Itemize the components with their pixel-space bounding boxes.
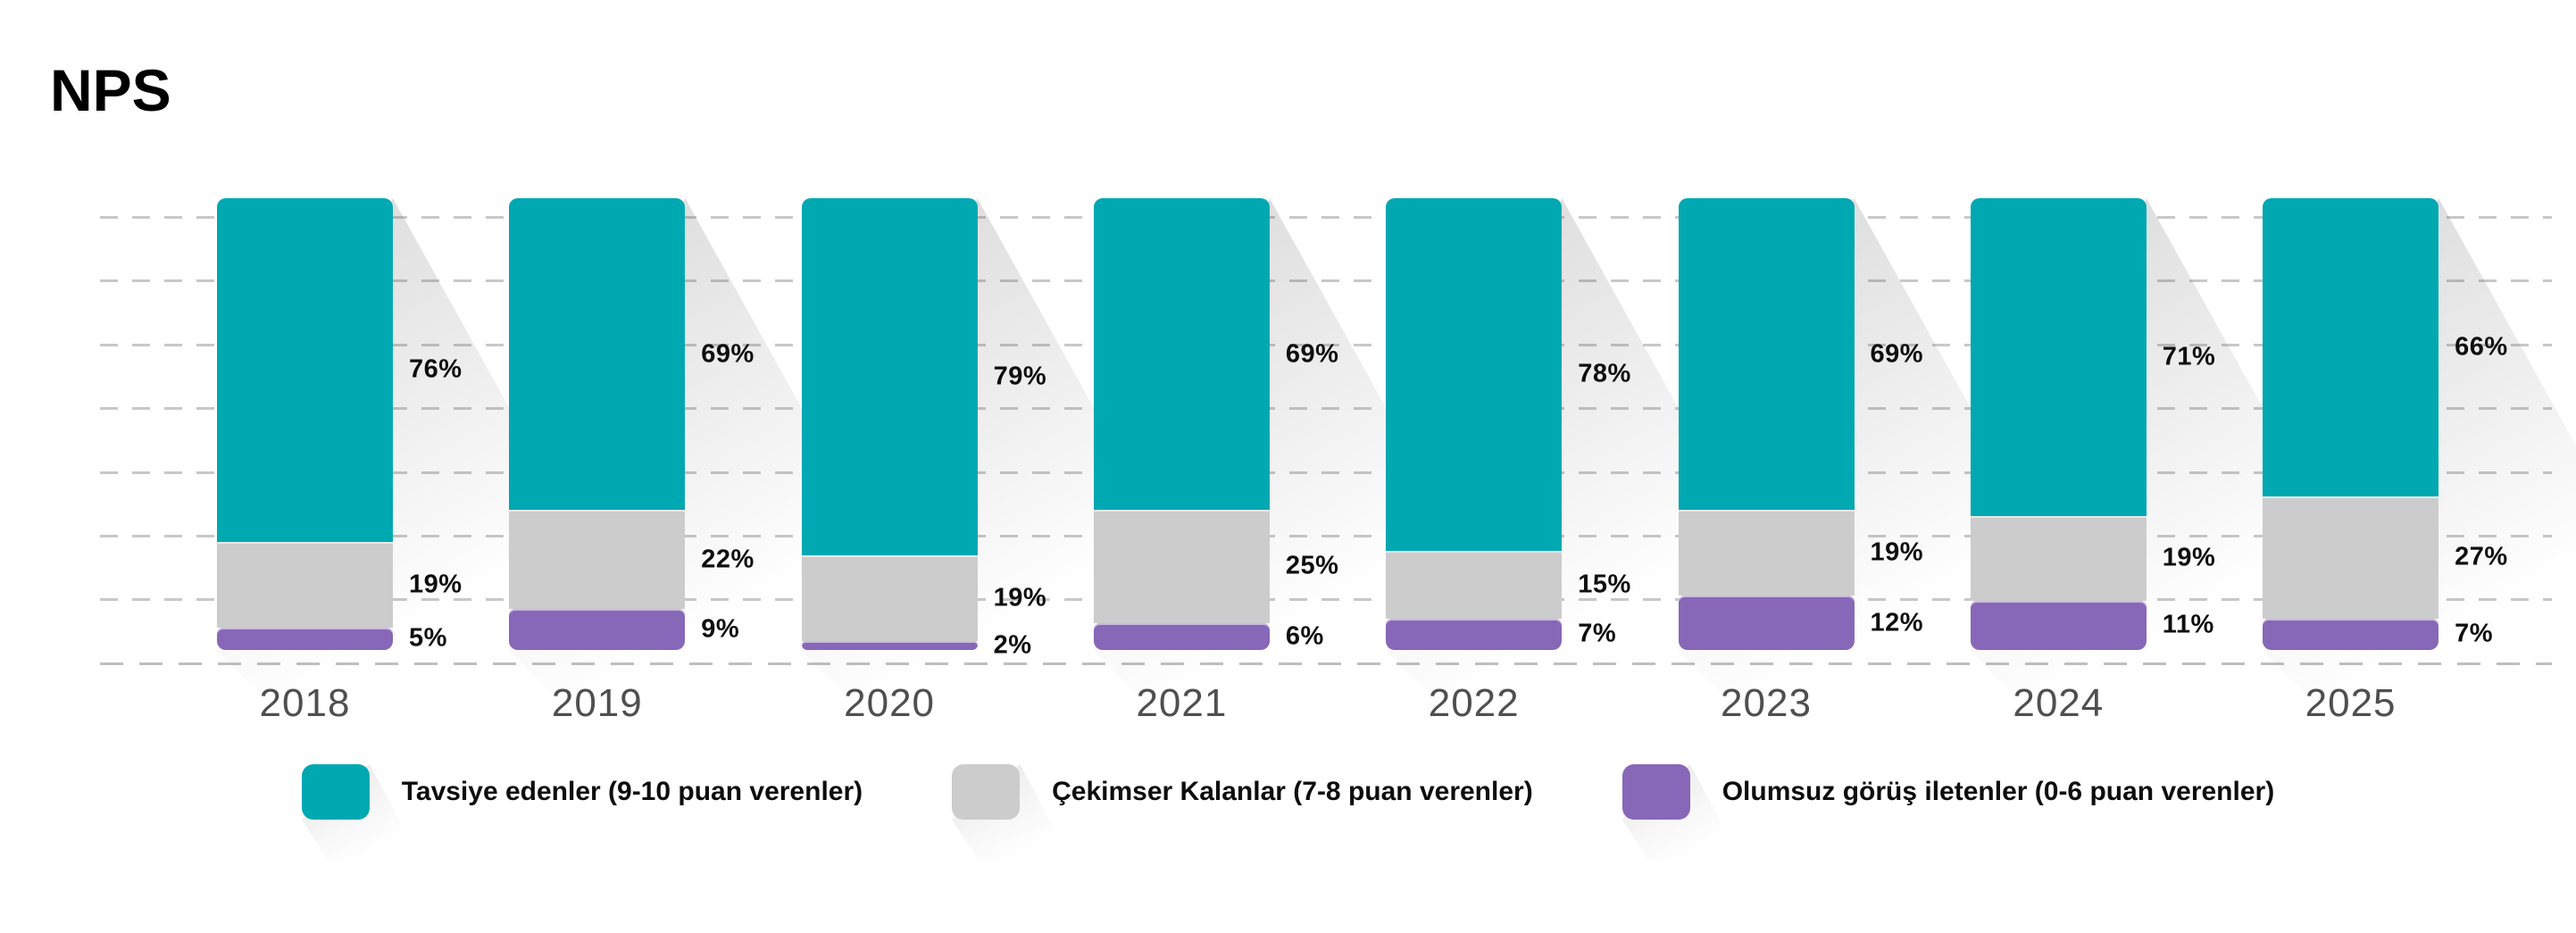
legend-item-promoters: Tavsiye edenler (9-10 puan verenler) (301, 764, 863, 861)
segment-promoters-2019 (509, 198, 686, 511)
segment-promoters-2022 (1386, 198, 1563, 551)
value-label-detractors-2021: 6% (1285, 621, 1324, 651)
segment-promoters-2021 (1093, 198, 1270, 511)
gridline-dashed (100, 598, 2552, 602)
legend-swatch-detractors (1621, 764, 1690, 820)
gridline-dashed (100, 216, 2552, 219)
segment-detractors-2023 (1678, 596, 1855, 650)
value-label-promoters-2019: 69% (701, 339, 754, 369)
x-axis-label-2023: 2023 (1721, 681, 1812, 725)
value-label-passives-2023: 19% (1870, 537, 1924, 567)
bar-2021 (1093, 198, 1270, 650)
value-label-promoters-2023: 69% (1870, 339, 1924, 369)
legend-swatch-wrap (1621, 764, 1742, 861)
value-label-detractors-2024: 11% (2162, 610, 2214, 639)
segment-promoters-2025 (2263, 198, 2439, 496)
legend-label-promoters: Tavsiye edenler (9-10 puan verenler) (401, 777, 863, 806)
legend-label-passives: Çekimser Kalanlar (7-8 puan verenler) (1052, 777, 1533, 806)
segment-passives-2020 (801, 554, 978, 641)
x-axis-line-dashed (100, 662, 2552, 665)
value-label-detractors-2023: 12% (1870, 608, 1924, 637)
value-label-detractors-2018: 5% (409, 623, 447, 653)
value-label-promoters-2018: 76% (409, 354, 463, 384)
legend-label-detractors: Olumsuz görüş iletenler (0-6 puan verenl… (1722, 777, 2275, 806)
bar-2022 (1386, 198, 1563, 650)
x-axis-label-2025: 2025 (2305, 681, 2397, 725)
value-label-passives-2018: 19% (409, 570, 463, 599)
segment-detractors-2020 (801, 640, 978, 650)
segment-promoters-2024 (1970, 198, 2147, 516)
x-axis-label-2021: 2021 (1136, 681, 1228, 725)
value-label-passives-2021: 25% (1285, 551, 1339, 580)
segment-detractors-2018 (217, 627, 393, 650)
x-axis-label-2019: 2019 (551, 681, 643, 725)
bar-2025 (2263, 198, 2439, 650)
value-label-promoters-2021: 69% (1285, 339, 1339, 369)
segment-passives-2021 (1093, 510, 1270, 623)
value-label-promoters-2020: 79% (993, 362, 1047, 391)
value-label-detractors-2020: 2% (993, 630, 1032, 660)
segment-detractors-2022 (1386, 618, 1563, 650)
segment-passives-2018 (217, 541, 393, 628)
segment-detractors-2025 (2263, 618, 2439, 650)
bar-2024 (1970, 198, 2147, 650)
segment-passives-2025 (2263, 496, 2439, 619)
value-label-passives-2025: 27% (2455, 542, 2508, 571)
gridline-dashed (100, 279, 2552, 283)
value-label-passives-2019: 22% (701, 545, 754, 574)
value-label-promoters-2024: 71% (2162, 342, 2216, 371)
segment-promoters-2023 (1678, 198, 1855, 511)
x-axis-label-2018: 2018 (259, 681, 351, 725)
gridline-dashed (100, 535, 2552, 537)
value-label-promoters-2025: 66% (2455, 332, 2508, 362)
legend-item-passives: Çekimser Kalanlar (7-8 puan verenler) (952, 764, 1533, 861)
segment-promoters-2020 (801, 198, 978, 555)
x-axis-label-2024: 2024 (2013, 681, 2105, 725)
gridline-dashed (100, 343, 2552, 346)
chart-title: NPS (50, 57, 171, 123)
value-label-passives-2024: 19% (2162, 543, 2216, 572)
legend-swatch-promoters (301, 764, 370, 820)
x-axis-label-2022: 2022 (1428, 681, 1520, 725)
value-label-detractors-2025: 7% (2455, 619, 2494, 648)
legend: Tavsiye edenler (9-10 puan verenler) Çeki… (0, 764, 2576, 861)
legend-swatch-wrap (952, 764, 1072, 861)
gridline-dashed (100, 407, 2552, 411)
value-label-detractors-2019: 9% (701, 614, 740, 644)
segment-detractors-2024 (1970, 600, 2147, 650)
segment-passives-2023 (1678, 510, 1855, 596)
segment-passives-2024 (1970, 515, 2147, 601)
segment-detractors-2019 (509, 609, 686, 650)
bar-2019 (509, 198, 686, 650)
segment-passives-2019 (509, 510, 686, 610)
value-label-detractors-2022: 7% (1578, 619, 1617, 648)
legend-item-detractors: Olumsuz görüş iletenler (0-6 puan verenl… (1621, 764, 2275, 861)
legend-swatch-wrap (301, 764, 421, 861)
legend-swatch-passives (952, 764, 1021, 820)
segment-promoters-2018 (217, 198, 393, 542)
segment-detractors-2021 (1093, 622, 1270, 650)
x-axis-label-2020: 2020 (844, 681, 936, 725)
gridline-dashed (100, 471, 2552, 474)
bar-2020 (801, 198, 978, 650)
segment-passives-2022 (1386, 550, 1563, 619)
value-label-passives-2022: 15% (1578, 570, 1631, 599)
value-label-promoters-2022: 78% (1578, 359, 1631, 388)
bar-2023 (1678, 198, 1855, 650)
bar-2018 (217, 198, 393, 650)
value-label-passives-2020: 19% (993, 583, 1047, 612)
